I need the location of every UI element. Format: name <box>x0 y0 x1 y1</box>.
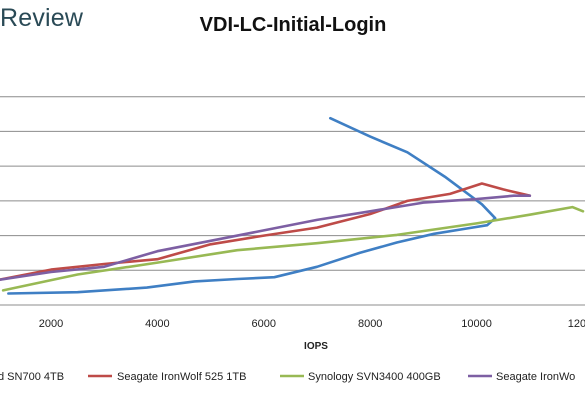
x-tick-label: 10000 <box>461 318 492 330</box>
x-tick-label: 12000 <box>568 318 585 330</box>
x-tick-label: 2000 <box>39 318 63 330</box>
series-line <box>7 116 497 295</box>
x-axis-label: IOPS <box>304 341 328 352</box>
chart-title: VDI-LC-Initial-Login <box>199 14 387 36</box>
gridlines <box>0 96 585 306</box>
x-tick-label: 8000 <box>358 318 382 330</box>
legend-label: Seagate IronWo <box>496 371 575 383</box>
series-layer <box>0 116 585 295</box>
legend-label: d SN700 4TB <box>0 371 64 383</box>
legend-label: Seagate IronWolf 525 1TB <box>117 371 246 383</box>
site-logo-text: Review <box>0 4 84 32</box>
legend-label: Synology SVN3400 400GB <box>308 371 441 383</box>
x-tick-label: 4000 <box>145 318 169 330</box>
legend: d SN700 4TB Seagate IronWolf 525 1TB Synol… <box>0 371 575 383</box>
x-tick-label: 6000 <box>252 318 276 330</box>
series-line <box>0 182 532 281</box>
series-line <box>0 194 532 281</box>
series-line <box>1 205 585 292</box>
x-axis-ticks: 2000 4000 6000 8000 10000 12000 <box>39 318 585 330</box>
